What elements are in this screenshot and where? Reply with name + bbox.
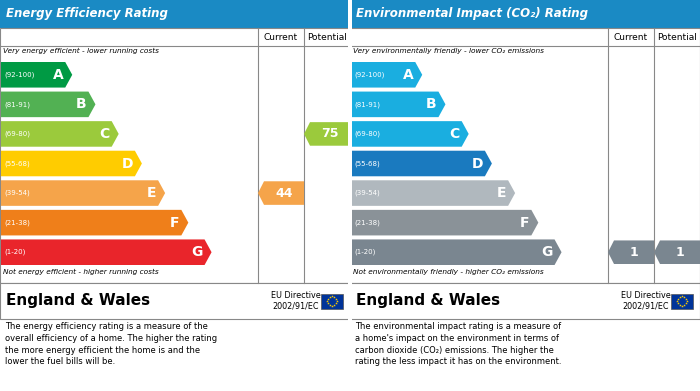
Text: 75: 75 [321, 127, 339, 140]
Polygon shape [1, 121, 119, 147]
Text: Current: Current [264, 32, 298, 41]
Bar [348, 0, 352, 391]
Text: (55-68): (55-68) [354, 160, 379, 167]
Polygon shape [351, 121, 469, 147]
Text: E: E [496, 186, 506, 200]
Text: Potential: Potential [307, 32, 347, 41]
Polygon shape [351, 180, 515, 206]
Polygon shape [351, 210, 538, 235]
Bar [350, 0, 700, 28]
Polygon shape [1, 180, 165, 206]
Text: Potential: Potential [657, 32, 697, 41]
Bar [0, 283, 350, 319]
Text: (69-80): (69-80) [354, 131, 380, 137]
Polygon shape [351, 239, 561, 265]
Text: EU Directive
2002/91/EC: EU Directive 2002/91/EC [621, 291, 671, 311]
Polygon shape [654, 240, 700, 264]
Polygon shape [351, 151, 492, 176]
Polygon shape [351, 62, 422, 88]
Text: (21-38): (21-38) [4, 219, 30, 226]
Text: A: A [402, 68, 413, 82]
Text: C: C [99, 127, 110, 141]
Bar [0, 28, 350, 283]
Text: (81-91): (81-91) [4, 101, 30, 108]
Text: (81-91): (81-91) [354, 101, 380, 108]
Text: 1: 1 [629, 246, 638, 259]
Text: 1: 1 [676, 246, 685, 259]
Polygon shape [1, 239, 211, 265]
Polygon shape [304, 122, 350, 146]
Text: (69-80): (69-80) [4, 131, 30, 137]
Text: (39-54): (39-54) [4, 190, 29, 196]
Text: G: G [541, 245, 552, 259]
Text: The environmental impact rating is a measure of
a home's impact on the environme: The environmental impact rating is a mea… [355, 322, 561, 366]
Text: (55-68): (55-68) [4, 160, 29, 167]
Text: England & Wales: England & Wales [6, 294, 150, 308]
Text: F: F [520, 216, 529, 230]
Polygon shape [1, 62, 72, 88]
Text: (39-54): (39-54) [354, 190, 379, 196]
Text: The energy efficiency rating is a measure of the
overall efficiency of a home. T: The energy efficiency rating is a measur… [5, 322, 217, 366]
Text: Energy Efficiency Rating: Energy Efficiency Rating [6, 7, 168, 20]
Text: B: B [426, 97, 437, 111]
Text: 44: 44 [275, 187, 293, 199]
Polygon shape [351, 91, 445, 117]
Text: Very energy efficient - lower running costs: Very energy efficient - lower running co… [3, 48, 159, 54]
Polygon shape [258, 181, 304, 205]
Bar [350, 283, 700, 319]
Text: D: D [121, 156, 133, 170]
Text: F: F [170, 216, 179, 230]
Text: England & Wales: England & Wales [356, 294, 500, 308]
Text: Very environmentally friendly - lower CO₂ emissions: Very environmentally friendly - lower CO… [353, 48, 544, 54]
Text: EU Directive
2002/91/EC: EU Directive 2002/91/EC [271, 291, 321, 311]
Text: Not energy efficient - higher running costs: Not energy efficient - higher running co… [3, 269, 159, 275]
Bar [0, 0, 350, 28]
Text: Not environmentally friendly - higher CO₂ emissions: Not environmentally friendly - higher CO… [353, 269, 544, 275]
Polygon shape [1, 151, 142, 176]
Text: E: E [146, 186, 156, 200]
Text: A: A [52, 68, 63, 82]
Bar [350, 28, 700, 283]
Bar [321, 294, 343, 308]
Bar [671, 294, 693, 308]
Text: (1-20): (1-20) [354, 249, 375, 255]
Polygon shape [608, 240, 654, 264]
Text: (21-38): (21-38) [354, 219, 380, 226]
Text: Environmental Impact (CO₂) Rating: Environmental Impact (CO₂) Rating [356, 7, 588, 20]
Polygon shape [1, 210, 188, 235]
Text: D: D [471, 156, 483, 170]
Text: Current: Current [614, 32, 648, 41]
Text: (92-100): (92-100) [354, 72, 384, 78]
Text: G: G [191, 245, 202, 259]
Text: B: B [76, 97, 87, 111]
Text: (92-100): (92-100) [4, 72, 34, 78]
Text: (1-20): (1-20) [4, 249, 25, 255]
Text: C: C [449, 127, 460, 141]
Polygon shape [1, 91, 95, 117]
